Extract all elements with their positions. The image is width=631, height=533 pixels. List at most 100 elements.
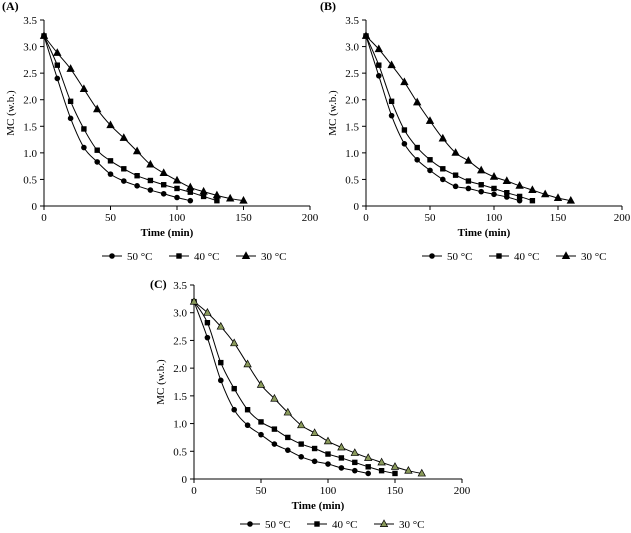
data-point [401, 141, 408, 147]
data-point [239, 195, 248, 204]
data-point [352, 459, 358, 466]
y-tick-label: 1.5 [173, 391, 187, 403]
legend-marker [379, 519, 389, 527]
data-point [504, 190, 510, 196]
series-circle [41, 33, 194, 204]
data-point [285, 447, 291, 453]
data-point [374, 44, 383, 53]
series-square [191, 298, 398, 477]
y-tick-label: 0.5 [345, 174, 359, 186]
data-point [414, 144, 420, 151]
y-tick-label: 1.0 [23, 148, 37, 160]
data-point [541, 189, 550, 198]
y-axis-label: MC (w.b.) [155, 359, 167, 405]
data-point [392, 470, 398, 477]
y-tick-label: 2.5 [23, 68, 37, 80]
series-line [365, 35, 571, 202]
data-point [231, 406, 237, 413]
data-point [553, 193, 563, 201]
data-point [186, 182, 195, 191]
data-point [401, 127, 408, 133]
data-point [54, 62, 60, 68]
data-point [270, 393, 279, 402]
panel-c: (C) 0 50 100 150 200 0 0.5 1.0 1.5 2.0 2.5 3.0 3.5 Tim… [150, 277, 471, 531]
data-point [121, 166, 127, 172]
data-point [377, 457, 386, 466]
data-point [516, 197, 523, 204]
data-point [81, 144, 87, 151]
data-point [226, 193, 235, 202]
y-tick-label: 2.0 [345, 95, 359, 107]
legend-label: 50 °C [127, 251, 153, 263]
data-point [81, 126, 87, 132]
series-line [193, 301, 396, 474]
x-tick-label: 100 [169, 212, 186, 224]
data-point [199, 186, 208, 195]
data-point [107, 158, 114, 164]
data-point [174, 185, 180, 192]
legend-label: 30 °C [399, 519, 425, 531]
y-tick-label: 0 [182, 474, 188, 486]
data-point [204, 319, 211, 326]
y-tick-label: 3.0 [345, 42, 359, 54]
series-line [193, 301, 422, 474]
data-point [414, 156, 421, 163]
data-point [53, 48, 62, 56]
data-point [440, 166, 446, 172]
data-point [388, 112, 395, 119]
data-point [160, 190, 167, 197]
data-point [325, 461, 331, 467]
legend-label: 30 °C [581, 251, 607, 263]
series-square [363, 33, 536, 204]
series-line [365, 35, 520, 202]
panel-label: (B) [320, 0, 336, 13]
data-point [378, 467, 385, 474]
panel-b: (B) 0 50 100 150 200 0 0.5 1.0 1.5 2.0 2.5 3.0 3.5 Tim… [320, 0, 631, 263]
data-point [256, 380, 266, 388]
legend-marker [241, 251, 251, 259]
series-square [41, 33, 220, 204]
y-tick-label: 3.0 [23, 42, 37, 54]
panel-label: (C) [150, 277, 167, 291]
data-point [310, 428, 319, 436]
data-point [566, 195, 575, 204]
data-point [529, 197, 536, 204]
data-point [298, 441, 304, 447]
data-point [134, 173, 140, 179]
data-point [451, 148, 460, 156]
data-point [323, 436, 333, 445]
data-point [338, 465, 345, 471]
series-triangle [189, 296, 426, 477]
x-tick-label: 50 [425, 212, 437, 224]
data-point [311, 458, 318, 465]
data-point [204, 334, 211, 341]
data-point [132, 146, 142, 155]
data-point [390, 462, 400, 470]
data-point [477, 165, 486, 174]
data-point [404, 465, 413, 474]
y-tick-label: 3.5 [173, 280, 187, 292]
x-axis-label: Time (min) [292, 500, 345, 512]
data-point [54, 75, 61, 82]
data-point [271, 441, 278, 447]
series-triangle [39, 31, 248, 204]
x-axis-label: Time (min) [458, 227, 511, 239]
data-point [337, 442, 346, 451]
y-tick-label: 0 [32, 201, 38, 213]
data-point [66, 64, 75, 72]
y-tick-label: 3.0 [173, 308, 187, 320]
y-tick-label: 0 [354, 201, 360, 213]
data-point [478, 188, 485, 195]
data-point [189, 296, 199, 305]
data-point [365, 464, 371, 470]
data-point [258, 419, 264, 425]
data-point [67, 115, 74, 122]
data-point [212, 190, 222, 199]
legend-marker [314, 521, 320, 527]
y-tick-label: 3.5 [345, 15, 359, 27]
data-point [147, 177, 154, 184]
data-point [491, 191, 497, 198]
data-point [427, 157, 433, 163]
y-tick-label: 2.0 [23, 95, 37, 107]
y-tick-label: 1.0 [173, 419, 187, 431]
